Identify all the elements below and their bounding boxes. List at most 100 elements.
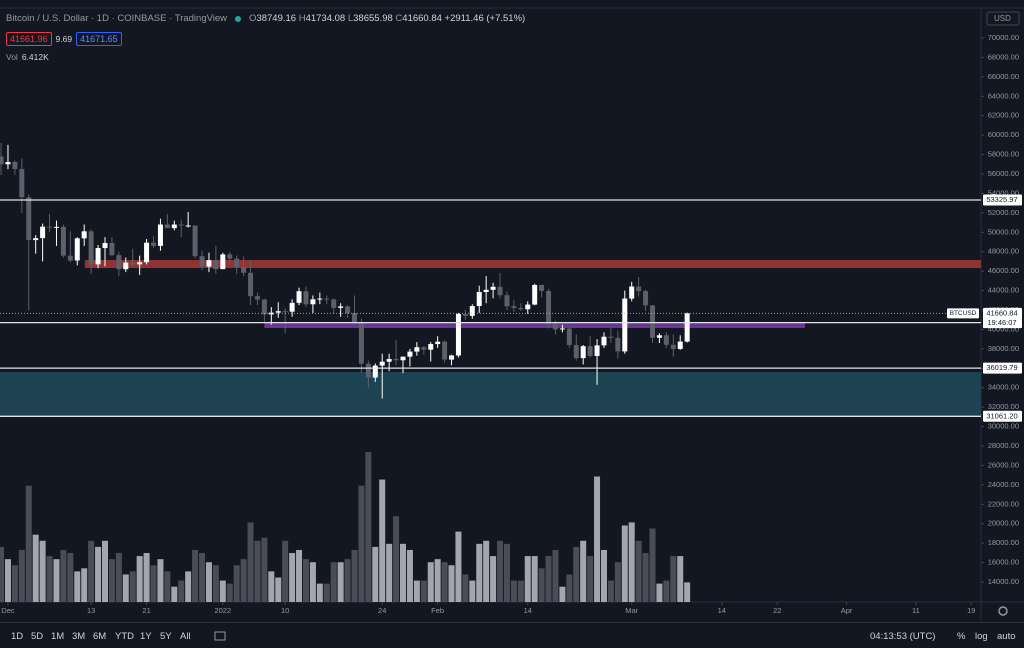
candle-body xyxy=(157,224,163,246)
volume-bar xyxy=(316,583,323,602)
volume-bar xyxy=(393,516,400,602)
range-button[interactable]: 1Y xyxy=(140,631,152,642)
currency[interactable]: USD xyxy=(994,14,1011,23)
scale-option[interactable]: log xyxy=(975,631,988,642)
x-tick-label: Apr xyxy=(841,606,853,615)
x-tick-label: Dec xyxy=(1,606,15,615)
candle-body xyxy=(393,358,399,361)
volume-bar xyxy=(600,549,607,602)
candle-body xyxy=(123,262,129,270)
volume-bar xyxy=(469,580,476,602)
volume-bar xyxy=(88,540,95,602)
clock[interactable]: 04:13:53 (UTC) xyxy=(870,631,936,642)
volume-bar xyxy=(628,522,635,602)
volume-bar xyxy=(441,562,448,602)
candle-body xyxy=(144,242,150,263)
x-tick-label: Feb xyxy=(431,606,444,615)
level-label-box xyxy=(983,362,1022,374)
volume-bar xyxy=(462,574,469,602)
symbol-tag: BTCUSD xyxy=(950,310,977,317)
volume-bar xyxy=(108,559,115,602)
volume-bar xyxy=(455,531,462,602)
ask[interactable]: 41671.65 xyxy=(76,32,122,46)
range-button[interactable]: YTD xyxy=(115,631,134,642)
candle-body xyxy=(310,299,316,305)
candle-body xyxy=(601,336,607,346)
candle-body xyxy=(455,314,461,356)
ohlc: O38749.16 H41734.08 L38655.98 C41660.84 … xyxy=(249,13,525,24)
scale-option[interactable]: auto xyxy=(997,631,1016,642)
x-tick-label: 2022 xyxy=(214,606,231,615)
range-button[interactable]: 5Y xyxy=(160,631,172,642)
candle-body xyxy=(220,254,226,270)
bid[interactable]: 41661.96 xyxy=(6,32,52,46)
candle-body xyxy=(643,291,649,306)
scale-option[interactable]: % xyxy=(957,631,966,642)
candles xyxy=(0,142,690,399)
volume-bar xyxy=(684,582,691,602)
volume-bar xyxy=(400,543,407,602)
y-tick-label: 60000.00 xyxy=(988,130,1019,139)
y-tick-label: 38000.00 xyxy=(988,344,1019,353)
currency-box[interactable] xyxy=(986,11,1020,26)
volume-bar xyxy=(420,580,427,602)
candle-body xyxy=(171,224,177,229)
y-tick-label: 44000.00 xyxy=(988,286,1019,295)
y-tick-label: 62000.00 xyxy=(988,111,1019,120)
ohlc-label: H xyxy=(298,13,306,24)
range-button[interactable]: 3M xyxy=(72,631,86,642)
volume-bar xyxy=(143,553,150,602)
y-tick-label: 22000.00 xyxy=(988,499,1019,508)
volume-bar xyxy=(0,546,5,602)
candle-body xyxy=(296,291,302,303)
candle-body xyxy=(130,262,136,265)
volume xyxy=(0,452,691,602)
candle-body xyxy=(649,305,655,338)
volume-bar xyxy=(344,559,351,602)
volume-bar xyxy=(53,559,60,602)
candle-body xyxy=(532,284,538,305)
volume-bar xyxy=(67,553,74,602)
candle-body xyxy=(469,306,475,316)
volume-bar xyxy=(545,556,552,602)
range-button[interactable]: 6M xyxy=(93,631,107,642)
volume-bar xyxy=(580,540,587,602)
volume-bar xyxy=(517,580,524,602)
candle-body xyxy=(414,347,420,352)
volume-bar xyxy=(358,485,365,602)
y-tick-label: 46000.00 xyxy=(988,266,1019,275)
candle-body xyxy=(615,337,621,352)
candle-body xyxy=(137,262,143,265)
range-button[interactable]: 1M xyxy=(51,631,65,642)
candle-body xyxy=(199,256,205,267)
candle-body xyxy=(74,238,80,261)
volume-bar xyxy=(330,562,337,602)
volume-bar xyxy=(199,553,206,602)
y-tick-label: 26000.00 xyxy=(988,460,1019,469)
candle-body xyxy=(33,238,39,241)
volume-bar xyxy=(46,556,53,602)
y-tick-label: 58000.00 xyxy=(988,150,1019,159)
calendar-icon[interactable] xyxy=(214,631,226,641)
candle-body xyxy=(629,286,635,299)
volume-bar xyxy=(413,580,420,602)
volume-bar xyxy=(677,556,684,602)
candle-body xyxy=(60,226,66,256)
volume-bar xyxy=(282,540,289,602)
candle-body xyxy=(317,298,323,300)
candle-body xyxy=(53,226,59,228)
candle-body xyxy=(684,313,690,342)
y-tick-label: 54000.00 xyxy=(988,188,1019,197)
settings-icon[interactable] xyxy=(998,606,1008,616)
volume-bar xyxy=(226,583,233,602)
volume-bar xyxy=(386,543,393,602)
volume-bar xyxy=(18,549,25,602)
range-button[interactable]: All xyxy=(180,631,191,642)
range-button[interactable]: 5D xyxy=(31,631,44,642)
ohlc-label: C xyxy=(395,13,403,24)
range-button[interactable]: 1D xyxy=(11,631,24,642)
volume-bar xyxy=(510,580,517,602)
levels xyxy=(0,199,981,417)
volume-bar xyxy=(524,556,531,602)
change: +2911.46 (+7.51%) xyxy=(444,13,526,24)
